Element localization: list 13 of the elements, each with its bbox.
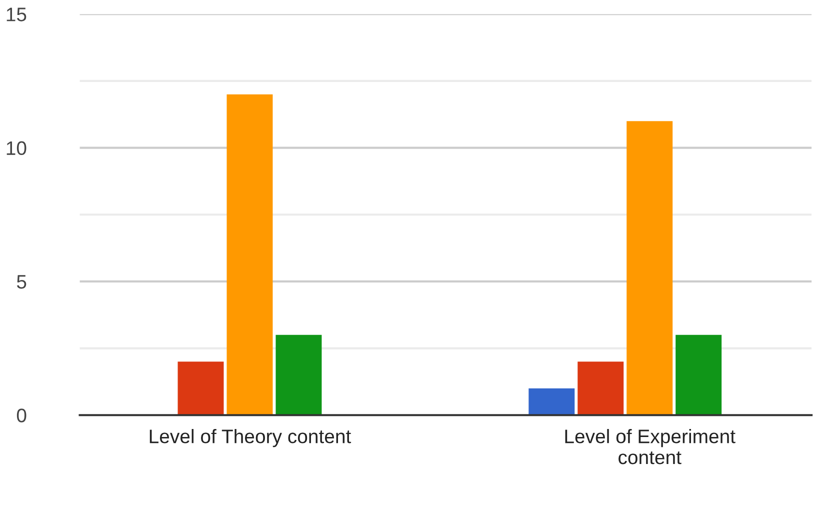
bar <box>528 388 575 416</box>
bar <box>276 334 322 416</box>
bar <box>626 121 673 416</box>
bar <box>178 362 224 416</box>
bar <box>578 362 624 416</box>
y-tick-label: 10 <box>6 141 26 156</box>
bar <box>226 94 273 416</box>
y-tick-label: 15 <box>6 8 26 22</box>
x-tick-label: Level of Experiment content <box>565 429 736 464</box>
y-tick-label: 5 <box>16 275 26 289</box>
x-tick-label: Level of Theory content <box>150 429 352 448</box>
bar <box>676 334 722 416</box>
y-tick-label: 0 <box>16 408 26 422</box>
